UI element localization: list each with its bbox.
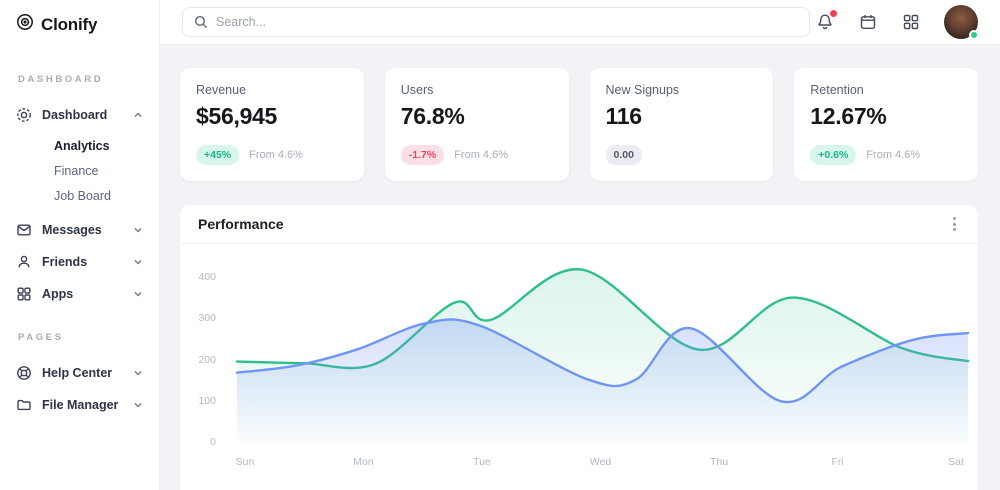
y-axis-tick-label: 100 — [198, 394, 216, 407]
y-axis-tick-label: 200 — [198, 353, 216, 366]
y-axis-tick-label: 400 — [198, 271, 216, 283]
x-axis-label: Sat — [948, 456, 964, 468]
y-axis-tick-label: 300 — [198, 312, 216, 325]
trend-badge: 0.00 — [605, 145, 642, 165]
sidebar-item-label: File Manager — [42, 398, 119, 412]
y-axis-tick-label: 0 — [210, 436, 216, 448]
search-icon — [194, 15, 208, 29]
sidebar-item-apps[interactable]: Apps — [16, 278, 143, 310]
grid-icon — [902, 13, 920, 31]
online-status-dot — [969, 30, 979, 40]
sidebar-item-dashboard[interactable]: Dashboard — [16, 99, 143, 131]
panel-title: Performance — [198, 216, 284, 232]
notifications-button[interactable] — [815, 10, 837, 32]
stat-card-retention: Retention 12.67% +0.6% From 4.6% — [794, 68, 978, 181]
trend-badge: +0.6% — [810, 145, 857, 165]
x-axis-label: Wed — [589, 456, 612, 468]
sidebar-subitem-analytics[interactable]: Analytics — [54, 138, 110, 153]
chevron-down-icon — [133, 257, 143, 267]
stat-note: From 4.6% — [249, 149, 303, 161]
sidebar-item-label: Apps — [42, 287, 74, 301]
topbar — [160, 0, 1000, 45]
sidebar-subitem-finance[interactable]: Finance — [54, 163, 99, 178]
calendar-icon — [859, 13, 877, 31]
logo[interactable]: Clonify — [16, 13, 143, 36]
folder-icon — [16, 397, 32, 413]
messages-icon — [16, 222, 32, 238]
friends-icon — [16, 254, 32, 270]
stat-value: 116 — [605, 103, 643, 129]
stat-label: Users — [400, 83, 434, 97]
section-label-pages: PAGES — [18, 332, 64, 343]
sidebar-item-label: Dashboard — [42, 108, 108, 122]
sidebar-item-file-manager[interactable]: File Manager — [16, 389, 143, 421]
sidebar-item-label: Help Center — [42, 366, 113, 380]
search-input[interactable] — [216, 15, 798, 29]
stat-note: From 4.6% — [866, 149, 921, 161]
apps-icon — [16, 286, 32, 302]
content-column: Revenue $56,945 +45% From 4.6% Users 76.… — [160, 0, 1000, 490]
performance-chart: 400 300 200 100 0 Sun Mon Tue Wed Thu Fri Sat — [180, 244, 978, 490]
chevron-down-icon — [133, 400, 143, 410]
x-axis-label: Mon — [353, 456, 374, 468]
topbar-actions — [815, 5, 979, 40]
series-blue-area — [237, 319, 968, 442]
trend-badge: -1.7% — [400, 145, 445, 165]
sidebar-item-label: Messages — [42, 223, 102, 237]
dashboard-icon — [16, 107, 32, 123]
bell-icon — [816, 13, 834, 31]
sidebar: Clonify DASHBOARD Dashboard Analytics Fi… — [0, 0, 160, 490]
help-icon — [16, 365, 32, 381]
sidebar-subitem-job-board[interactable]: Job Board — [54, 188, 111, 203]
sidebar-item-help-center[interactable]: Help Center — [16, 357, 143, 389]
kebab-menu-button[interactable] — [949, 213, 960, 235]
stat-card-users: Users 76.8% -1.7% From 4.6% — [384, 68, 569, 181]
x-axis-label: Tue — [473, 456, 491, 468]
sidebar-item-label: Friends — [42, 255, 88, 269]
notification-badge-dot — [830, 10, 837, 17]
logo-text: Clonify — [41, 14, 98, 34]
stat-card-new-signups: New Signups 116 0.00 — [589, 68, 774, 181]
stat-label: New Signups — [605, 83, 680, 97]
user-menu[interactable] — [944, 5, 979, 40]
chevron-down-icon — [133, 368, 143, 378]
calendar-button[interactable] — [858, 12, 878, 32]
stat-note: From 4.6% — [454, 149, 508, 161]
stat-value: $56,945 — [196, 103, 278, 129]
main-content: Revenue $56,945 +45% From 4.6% Users 76.… — [160, 45, 1000, 490]
stat-value: 12.67% — [810, 103, 887, 129]
stat-card-revenue: Revenue $56,945 +45% From 4.6% — [180, 68, 364, 181]
x-axis-label: Sun — [235, 456, 255, 468]
sidebar-item-messages[interactable]: Messages — [16, 214, 143, 246]
clonify-logo-icon — [16, 13, 34, 36]
stat-label: Retention — [810, 83, 864, 97]
performance-panel-header: Performance — [180, 205, 978, 244]
chevron-up-icon — [133, 110, 143, 120]
x-axis-label: Thu — [709, 456, 729, 468]
sidebar-item-friends[interactable]: Friends — [16, 246, 143, 278]
section-label-dashboard: DASHBOARD — [18, 74, 104, 85]
stat-cards-row: Revenue $56,945 +45% From 4.6% Users 76.… — [180, 68, 978, 181]
series-blue-line — [235, 318, 970, 404]
stat-label: Revenue — [196, 83, 247, 97]
chevron-down-icon — [133, 225, 143, 235]
trend-badge: +45% — [196, 145, 240, 165]
performance-panel: Performance 400 300 200 100 0 Sun Mon Tue Wed Thu… — [180, 205, 978, 490]
apps-grid-button[interactable] — [901, 12, 921, 32]
x-axis-label: Fri — [831, 456, 844, 468]
chevron-down-icon — [133, 289, 143, 299]
stat-value: 76.8% — [400, 103, 465, 129]
chart-canvas — [235, 268, 970, 442]
search-box — [182, 7, 810, 37]
dashboard-submenu: Analytics Finance Job Board — [16, 133, 143, 208]
